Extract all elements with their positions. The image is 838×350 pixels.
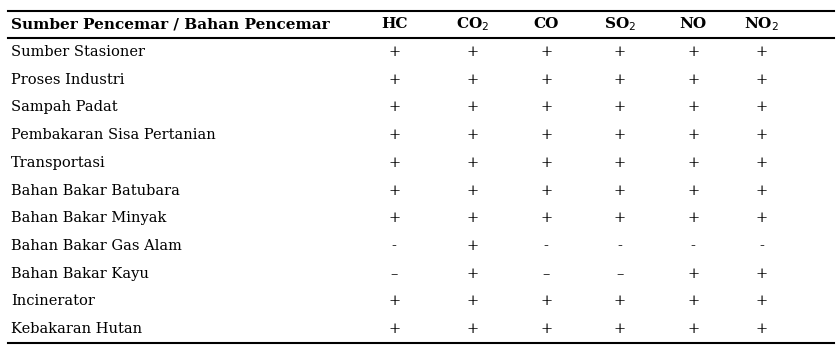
Text: +: + [687, 128, 699, 142]
Text: Pembakaran Sisa Pertanian: Pembakaran Sisa Pertanian [11, 128, 215, 142]
Text: +: + [756, 128, 768, 142]
Text: +: + [687, 267, 699, 281]
Text: +: + [756, 184, 768, 198]
Text: +: + [540, 294, 552, 308]
Text: +: + [687, 156, 699, 170]
Text: +: + [540, 322, 552, 336]
Text: +: + [756, 156, 768, 170]
Text: +: + [687, 294, 699, 308]
Text: –: – [391, 267, 398, 281]
Text: +: + [756, 267, 768, 281]
Text: +: + [467, 156, 478, 170]
Text: +: + [613, 322, 626, 336]
Text: +: + [467, 267, 478, 281]
Text: +: + [613, 294, 626, 308]
Text: +: + [467, 211, 478, 225]
Text: +: + [756, 73, 768, 87]
Text: -: - [617, 239, 622, 253]
Text: +: + [756, 45, 768, 59]
Text: Transportasi: Transportasi [11, 156, 106, 170]
Text: –: – [616, 267, 623, 281]
Text: +: + [467, 239, 478, 253]
Text: +: + [388, 100, 401, 114]
Text: +: + [388, 156, 401, 170]
Text: Kebakaran Hutan: Kebakaran Hutan [11, 322, 142, 336]
Text: +: + [388, 128, 401, 142]
Text: +: + [540, 45, 552, 59]
Text: Sumber Pencemar / Bahan Pencemar: Sumber Pencemar / Bahan Pencemar [11, 18, 329, 32]
Text: +: + [756, 294, 768, 308]
Text: +: + [687, 100, 699, 114]
Text: +: + [388, 184, 401, 198]
Text: +: + [467, 322, 478, 336]
Text: CO: CO [534, 18, 559, 32]
Text: Bahan Bakar Minyak: Bahan Bakar Minyak [11, 211, 166, 225]
Text: +: + [388, 73, 401, 87]
Text: +: + [467, 128, 478, 142]
Text: +: + [756, 100, 768, 114]
Text: +: + [687, 184, 699, 198]
Text: +: + [540, 100, 552, 114]
Text: +: + [388, 45, 401, 59]
Text: SO$_2$: SO$_2$ [603, 15, 636, 33]
Text: +: + [540, 73, 552, 87]
Text: +: + [467, 45, 478, 59]
Text: +: + [613, 211, 626, 225]
Text: +: + [388, 294, 401, 308]
Text: +: + [687, 211, 699, 225]
Text: Sumber Stasioner: Sumber Stasioner [11, 45, 145, 59]
Text: +: + [540, 128, 552, 142]
Text: +: + [687, 45, 699, 59]
Text: +: + [467, 184, 478, 198]
Text: Bahan Bakar Gas Alam: Bahan Bakar Gas Alam [11, 239, 182, 253]
Text: +: + [613, 184, 626, 198]
Text: +: + [540, 211, 552, 225]
Text: +: + [613, 156, 626, 170]
Text: -: - [544, 239, 549, 253]
Text: +: + [467, 73, 478, 87]
Text: -: - [392, 239, 396, 253]
Text: +: + [687, 322, 699, 336]
Text: +: + [613, 128, 626, 142]
Text: +: + [540, 184, 552, 198]
Text: +: + [613, 100, 626, 114]
Text: +: + [388, 211, 401, 225]
Text: +: + [613, 45, 626, 59]
Text: +: + [467, 294, 478, 308]
Text: –: – [542, 267, 550, 281]
Text: CO$_2$: CO$_2$ [456, 15, 489, 33]
Text: +: + [756, 322, 768, 336]
Text: +: + [687, 73, 699, 87]
Text: +: + [540, 156, 552, 170]
Text: HC: HC [381, 18, 407, 32]
Text: Sampah Padat: Sampah Padat [11, 100, 117, 114]
Text: Incinerator: Incinerator [11, 294, 95, 308]
Text: +: + [388, 322, 401, 336]
Text: Bahan Bakar Batubara: Bahan Bakar Batubara [11, 184, 179, 198]
Text: +: + [467, 100, 478, 114]
Text: NO$_2$: NO$_2$ [744, 15, 779, 33]
Text: Bahan Bakar Kayu: Bahan Bakar Kayu [11, 267, 148, 281]
Text: +: + [756, 211, 768, 225]
Text: -: - [691, 239, 696, 253]
Text: Proses Industri: Proses Industri [11, 73, 124, 87]
Text: +: + [613, 73, 626, 87]
Text: -: - [759, 239, 764, 253]
Text: NO: NO [680, 18, 706, 32]
